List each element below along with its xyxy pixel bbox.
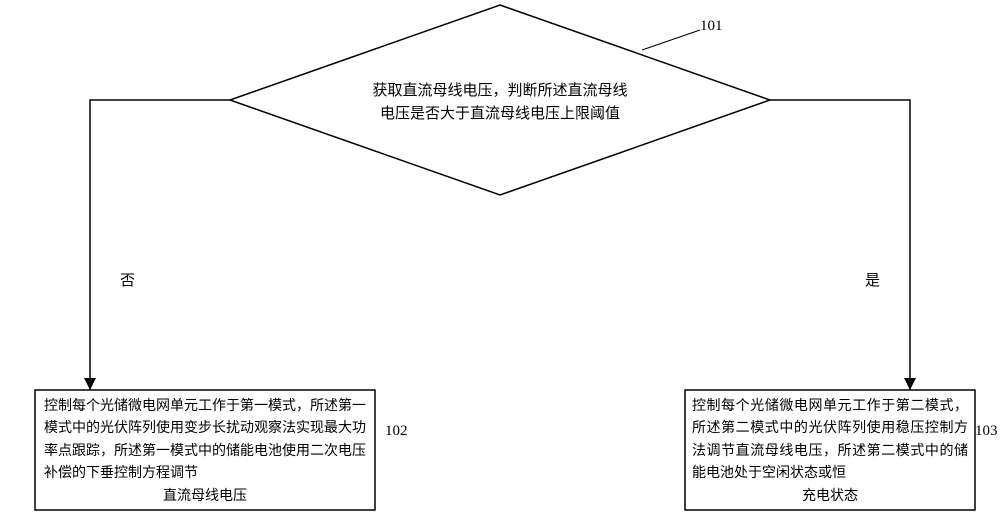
box-right-body: 控制每个光储微电网单元工作于第二模式，所述第二模式中的光伏阵列使用稳压控制方法调… <box>692 399 968 481</box>
ref-label-103: 103 <box>975 420 998 443</box>
connector-no <box>90 100 230 390</box>
branch-label-no: 否 <box>120 270 135 293</box>
decision-line1: 获取直流母线电压，判断所述直流母线 <box>372 83 627 99</box>
decision-line2: 电压是否大于直流母线电压上限阈值 <box>380 106 620 122</box>
branch-label-yes: 是 <box>865 270 880 293</box>
connector-yes <box>770 100 910 390</box>
box-left-text: 控制每个光储微电网单元工作于第一模式，所述第一模式中的光伏阵列使用变步长扰动观察… <box>44 396 366 508</box>
box-right-text: 控制每个光储微电网单元工作于第二模式，所述第二模式中的光伏阵列使用稳压控制方法调… <box>692 396 968 508</box>
ref-label-102: 102 <box>385 420 408 443</box>
ref-line-101 <box>642 30 700 50</box>
decision-text: 获取直流母线电压，判断所述直流母线 电压是否大于直流母线电压上限阈值 <box>330 80 670 125</box>
ref-label-101: 101 <box>700 15 723 38</box>
flowchart-container: 获取直流母线电压，判断所述直流母线 电压是否大于直流母线电压上限阈值 否 是 控… <box>0 0 1000 531</box>
box-left-last: 直流母线电压 <box>44 486 366 508</box>
box-left-body: 控制每个光储微电网单元工作于第一模式，所述第一模式中的光伏阵列使用变步长扰动观察… <box>44 399 366 481</box>
box-right-last: 充电状态 <box>692 486 968 508</box>
